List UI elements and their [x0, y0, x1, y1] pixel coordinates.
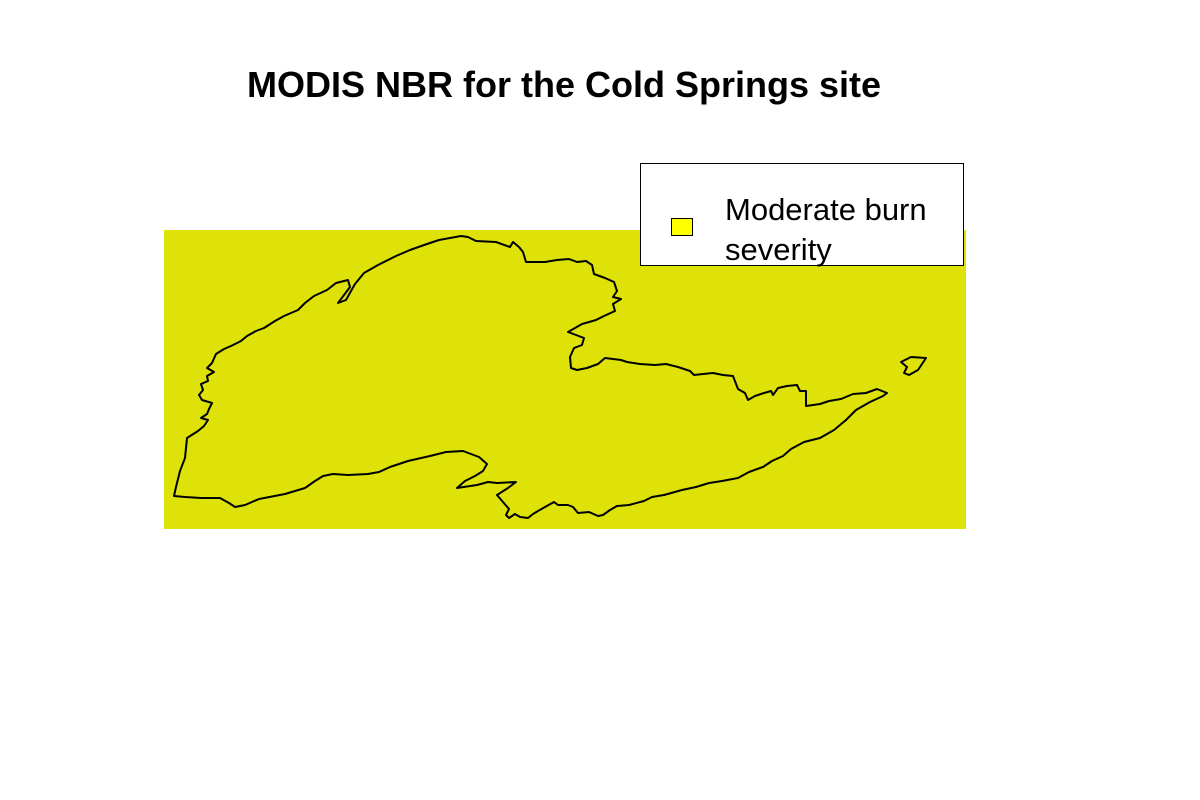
legend-label-moderate: Moderate burn severity	[725, 192, 927, 267]
fire-perimeter-island-outline	[900, 356, 927, 376]
map-title: MODIS NBR for the Cold Springs site	[246, 64, 882, 105]
fire-perimeter-outline	[173, 235, 888, 519]
legend: Moderate burn severity	[640, 163, 964, 267]
legend-swatch-moderate	[671, 218, 693, 236]
burn-severity-raster	[164, 230, 966, 529]
